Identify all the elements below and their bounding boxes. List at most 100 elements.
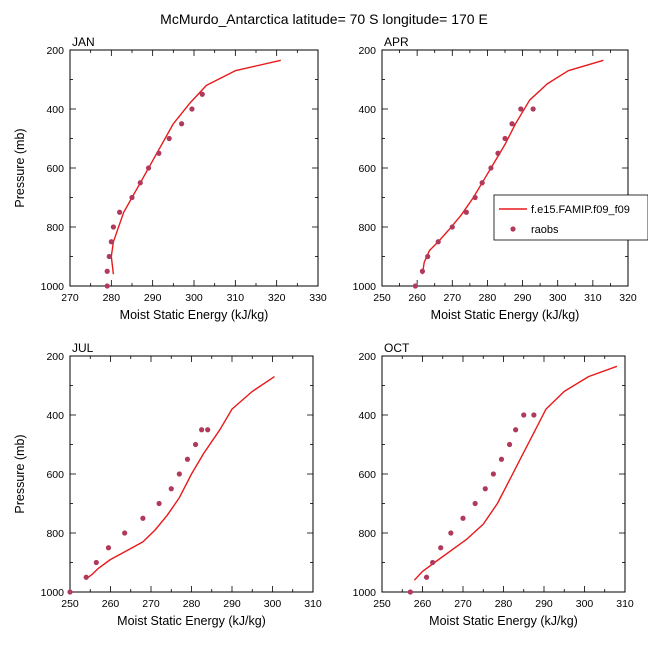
obs-point xyxy=(156,150,162,156)
obs-point xyxy=(488,165,494,171)
x-axis-title: Moist Static Energy (kJ/kg) xyxy=(429,614,578,628)
obs-point xyxy=(110,224,116,230)
x-tick-label: 250 xyxy=(373,292,391,304)
obs-point xyxy=(407,589,413,595)
x-tick-label: 280 xyxy=(183,598,201,610)
obs-point xyxy=(472,194,478,201)
obs-point xyxy=(521,412,527,418)
x-tick-label: 280 xyxy=(103,292,121,304)
obs-point xyxy=(140,515,146,521)
x-tick-label: 310 xyxy=(584,292,602,304)
panel-jul: JUL 250 260 270 280 290 300 310 200 400 600 800 1000… xyxy=(13,341,322,628)
obs-point xyxy=(104,268,110,274)
x-tick-label: 270 xyxy=(454,598,472,610)
figure-title: McMurdo_Antarctica latitude= 70 S longit… xyxy=(160,11,488,27)
obs-point xyxy=(199,91,205,97)
obs-point xyxy=(530,106,536,112)
y-tick-label: 800 xyxy=(358,528,376,540)
model-series-line xyxy=(87,376,275,578)
y-axis-title: Pressure (mb) xyxy=(13,434,27,513)
plot-frame xyxy=(69,49,319,287)
obs-point xyxy=(192,441,199,448)
obs-point xyxy=(176,471,182,477)
obs-point xyxy=(506,441,513,448)
panel-jan: JAN 270 280 290 300 310 320 330 200 400 600 800 1000… xyxy=(13,35,327,322)
obs-point xyxy=(412,283,418,289)
y-tick-label: 200 xyxy=(358,45,376,57)
y-tick-label: 400 xyxy=(46,104,64,116)
panel-oct: OCT 250 260 270 280 290 300 310 200 400 600 800 1000… xyxy=(353,341,634,628)
obs-point xyxy=(166,135,172,142)
obs-point xyxy=(93,559,99,566)
model-series-line xyxy=(110,59,281,275)
legend: f.e15.FAMIP.f09_f09 raobs xyxy=(493,194,648,241)
y-tick-label: 600 xyxy=(46,469,64,481)
panel-apr: APR 250 260 270 280 290 300 310 320 200 400 600 800 1… xyxy=(353,35,637,322)
obs-point xyxy=(129,194,135,201)
x-tick-label: 270 xyxy=(142,598,160,610)
obs-point xyxy=(482,486,488,492)
y-tick-label: 1000 xyxy=(353,587,377,599)
model-series-line xyxy=(413,365,618,581)
x-tick-label: 310 xyxy=(227,292,245,304)
y-tick-label: 1000 xyxy=(353,281,377,293)
x-tick-label: 290 xyxy=(514,292,532,304)
obs-point xyxy=(472,500,478,507)
y-tick-label: 600 xyxy=(358,163,376,175)
legend-obs-label: raobs xyxy=(531,224,559,236)
obs-point xyxy=(518,106,524,112)
y-axis-title: Pressure (mb) xyxy=(13,128,27,207)
x-axis-title: Moist Static Energy (kJ/kg) xyxy=(117,614,266,628)
obs-point xyxy=(104,283,110,289)
panel-label: JAN xyxy=(72,35,95,49)
obs-point xyxy=(460,515,466,521)
obs-point xyxy=(145,165,152,171)
y-tick-label: 200 xyxy=(46,351,64,363)
obs-point xyxy=(105,545,112,551)
y-tick-label: 400 xyxy=(358,104,376,116)
obs-point xyxy=(168,486,174,492)
y-tick-label: 800 xyxy=(358,222,376,234)
x-tick-label: 280 xyxy=(479,292,497,304)
obs-point xyxy=(509,121,515,127)
plot-frame xyxy=(381,49,629,287)
x-tick-label: 310 xyxy=(616,598,634,610)
panel-label: APR xyxy=(384,35,409,49)
y-tick-label: 400 xyxy=(358,410,376,422)
obs-point xyxy=(438,545,444,551)
x-tick-label: 270 xyxy=(444,292,462,304)
y-tick-label: 800 xyxy=(46,528,64,540)
x-tick-label: 300 xyxy=(549,292,567,304)
x-tick-label: 310 xyxy=(304,598,322,610)
x-axis-title: Moist Static Energy (kJ/kg) xyxy=(120,308,269,322)
obs-point xyxy=(449,224,455,230)
x-tick-label: 260 xyxy=(414,598,432,610)
obs-point xyxy=(205,427,211,433)
obs-point xyxy=(448,530,454,536)
x-tick-label: 250 xyxy=(61,598,79,610)
obs-point xyxy=(498,456,505,462)
model-series-line xyxy=(421,59,604,275)
x-tick-label: 270 xyxy=(61,292,79,304)
obs-point xyxy=(83,574,89,580)
obs-point xyxy=(502,135,508,142)
x-tick-label: 320 xyxy=(619,292,637,304)
obs-point xyxy=(108,239,114,245)
obs-point xyxy=(117,209,123,215)
obs-point xyxy=(463,209,469,215)
obs-point xyxy=(179,121,185,127)
y-tick-label: 400 xyxy=(46,410,64,422)
obs-point xyxy=(435,239,441,245)
x-tick-label: 290 xyxy=(535,598,553,610)
x-tick-label: 300 xyxy=(576,598,594,610)
x-tick-label: 300 xyxy=(185,292,203,304)
legend-obs-marker xyxy=(510,226,516,232)
x-tick-label: 260 xyxy=(408,292,426,304)
obs-point xyxy=(513,427,519,433)
y-tick-label: 200 xyxy=(358,351,376,363)
obs-point xyxy=(495,150,501,156)
obs-point xyxy=(423,574,430,580)
x-tick-label: 300 xyxy=(264,598,282,610)
obs-point xyxy=(184,456,191,462)
